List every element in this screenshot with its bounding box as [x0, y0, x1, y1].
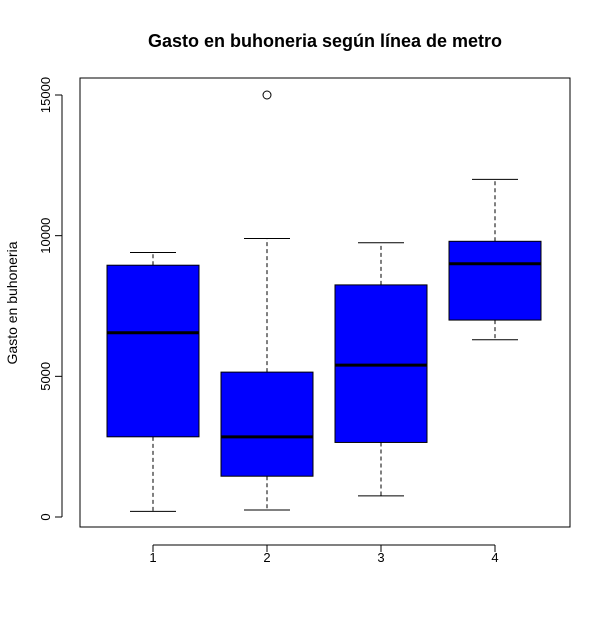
x-tick-label: 1 [149, 550, 156, 565]
y-tick-label: 0 [38, 513, 53, 520]
plot-frame [79, 77, 571, 528]
y-tick-label: 10000 [38, 218, 53, 254]
box-body [448, 240, 542, 321]
box-body [106, 264, 200, 438]
box-body [220, 371, 314, 477]
box-1 [106, 252, 200, 512]
y-tick-label: 5000 [38, 362, 53, 391]
y-axis-label: Gasto en buhoneria [4, 241, 20, 364]
box-2 [220, 90, 314, 511]
x-axis: 1 2 3 4 [149, 544, 499, 565]
outlier-point [262, 90, 272, 100]
boxes-layer [106, 90, 542, 512]
chart-title: Gasto en buhoneria según línea de metro [148, 31, 502, 51]
x-tick-label: 4 [491, 550, 498, 565]
box-3 [334, 242, 428, 497]
box-4 [448, 178, 542, 341]
y-tick-label: 15000 [38, 77, 53, 113]
y-axis: 0 5000 10000 15000 [38, 77, 63, 521]
x-tick-label: 2 [263, 550, 270, 565]
x-tick-label: 3 [377, 550, 384, 565]
